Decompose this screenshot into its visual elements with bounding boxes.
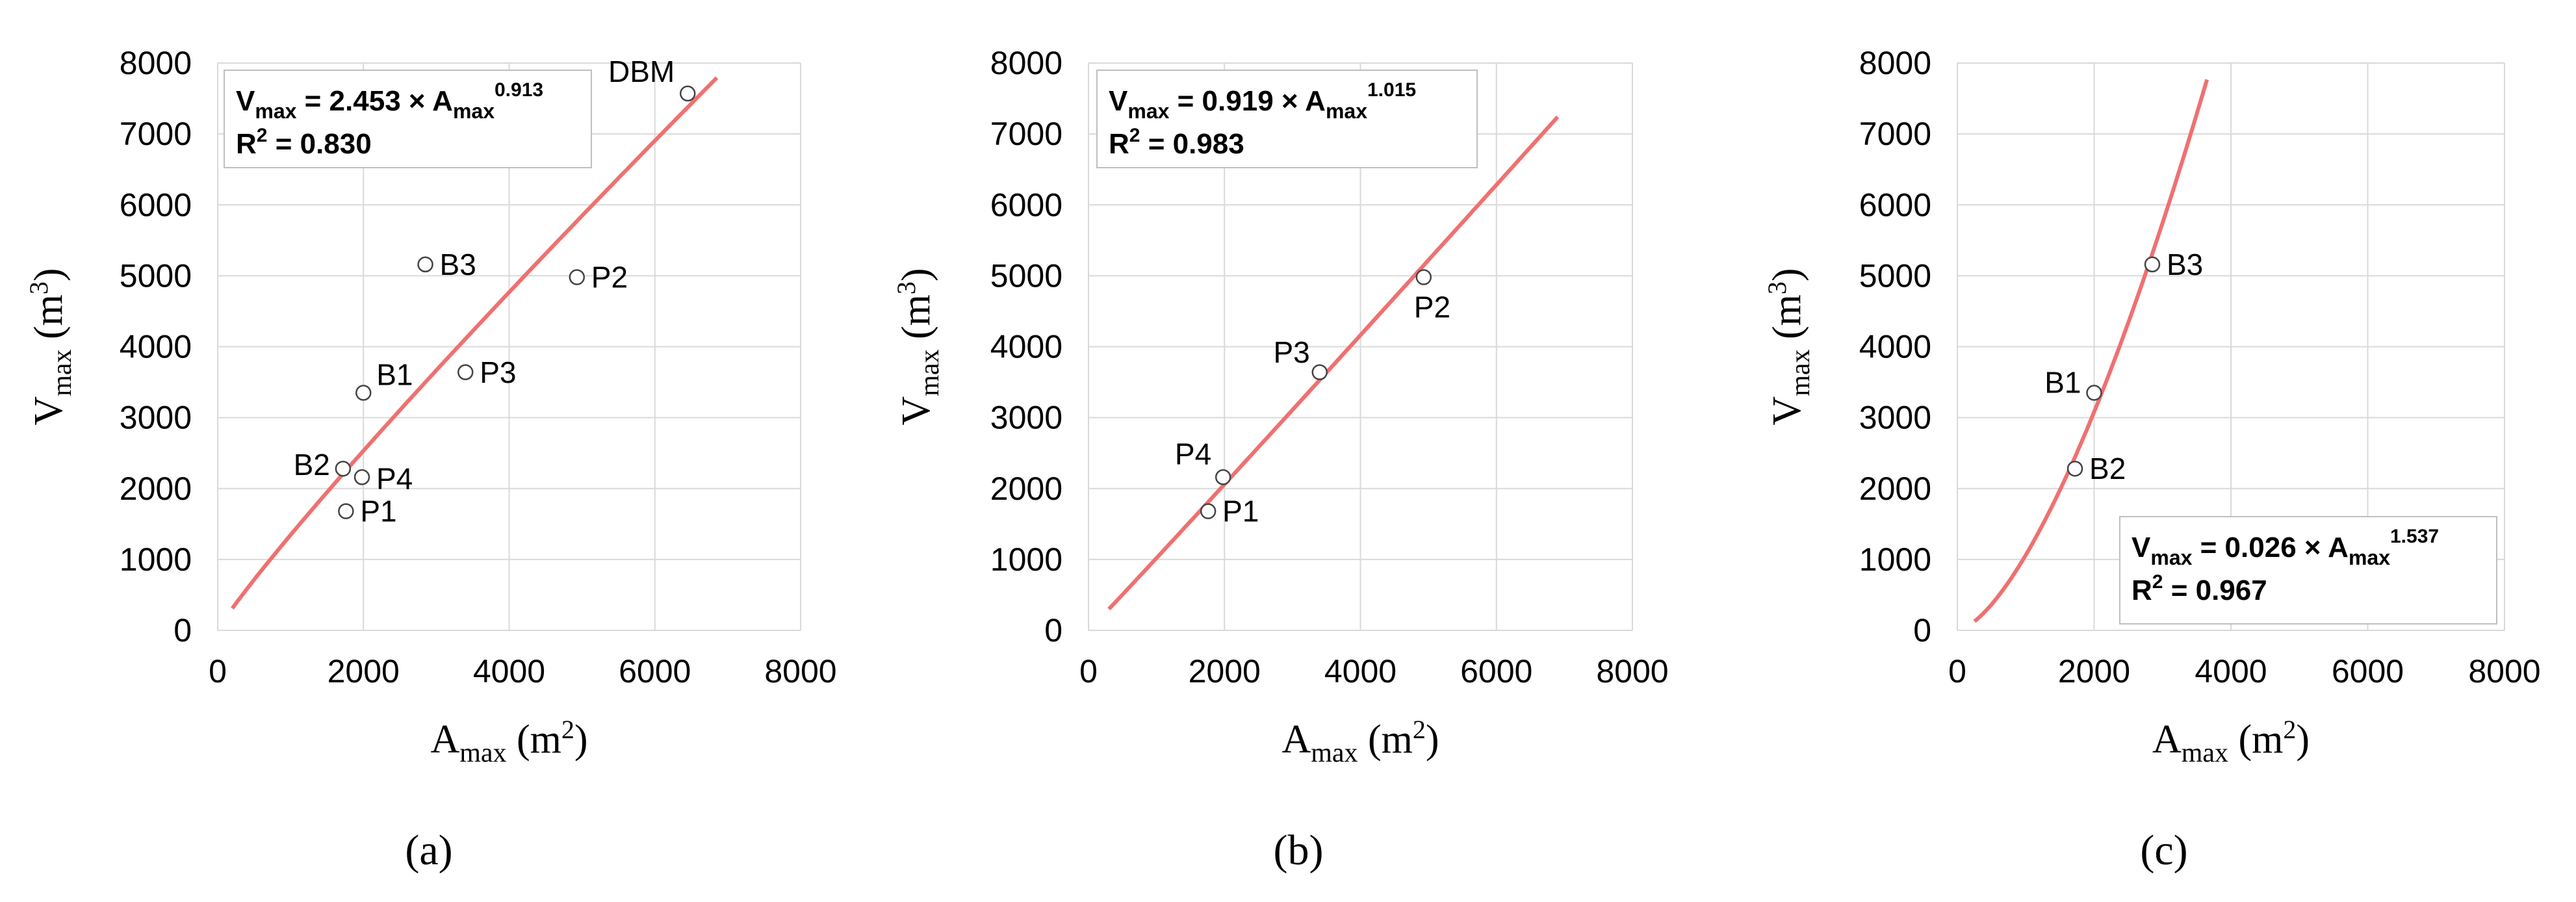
y-tick-label: 4000 — [990, 329, 1063, 365]
point-label-p2: P2 — [591, 261, 628, 294]
point-label-p4: P4 — [376, 461, 413, 495]
y-tick-label: 6000 — [1859, 187, 1931, 223]
data-point-dbm — [679, 85, 696, 102]
data-point-p4 — [354, 469, 370, 485]
data-point-p1 — [338, 503, 354, 519]
x-axis-title: Amax (m2) — [1282, 715, 1439, 768]
x-axis-title: Amax (m2) — [430, 715, 587, 768]
point-label-dbm: DBM — [608, 55, 675, 88]
point-label-p2: P2 — [1414, 290, 1450, 324]
chart-panel-2: 0 1000 2000 3000 4000 5000 6000 7000 8000 0 2000 40… — [892, 45, 1669, 874]
y-tick-label: 1000 — [120, 541, 192, 578]
y-tick-label: 6000 — [120, 187, 192, 223]
y-tick-label: 0 — [1913, 612, 1931, 649]
panel-label: (a) — [405, 827, 452, 874]
x-tick-label: 4000 — [2195, 653, 2267, 689]
point-label-b1: B1 — [2044, 365, 2081, 399]
data-point-b1 — [2086, 385, 2102, 401]
x-tick-label: 4000 — [1324, 653, 1397, 689]
y-axis-title: Vmax (m3) — [24, 268, 77, 425]
y-tick-label: 8000 — [120, 45, 192, 81]
y-tick-label: 5000 — [1859, 257, 1931, 294]
x-tick-label: 0 — [1948, 653, 1966, 689]
y-tick-label: 8000 — [990, 45, 1063, 81]
y-tick-label: 8000 — [1859, 45, 1931, 81]
point-label-b2: B2 — [2089, 452, 2126, 485]
y-tick-label: 0 — [174, 612, 192, 649]
fit-curve — [1107, 115, 1560, 611]
equation-box — [2119, 516, 2497, 625]
x-axis-title: Amax (m2) — [2152, 715, 2310, 768]
point-label-b3: B3 — [2167, 248, 2203, 281]
x-tick-label: 2000 — [1189, 653, 1261, 689]
x-tick-label: 6000 — [2332, 653, 2404, 689]
data-point-p2 — [569, 269, 586, 285]
panel-label: (c) — [2140, 827, 2187, 874]
x-tick-label: 2000 — [2058, 653, 2130, 689]
x-tick-label: 6000 — [619, 653, 691, 689]
x-tick-label: 8000 — [764, 653, 836, 689]
equation-box — [1096, 70, 1478, 168]
fit-equation: Vmax = 0.026 × Amax1.537 — [2132, 526, 2439, 569]
y-tick-label: 7000 — [990, 116, 1063, 152]
y-tick-label: 4000 — [1859, 329, 1931, 365]
fit-curve — [1973, 79, 2209, 623]
fit-equation: Vmax = 2.453 × Amax0.913 — [236, 79, 543, 123]
point-label-p1: P1 — [360, 495, 396, 528]
point-label-b3: B3 — [440, 248, 476, 281]
equation-box — [224, 70, 592, 168]
y-axis-title: Vmax (m3) — [892, 268, 945, 425]
x-tick-label: 6000 — [1460, 653, 1532, 689]
y-tick-label: 1000 — [990, 541, 1063, 578]
y-tick-label: 3000 — [990, 400, 1063, 436]
data-point-b2 — [2067, 460, 2083, 477]
x-tick-label: 0 — [209, 653, 227, 689]
y-tick-label: 2000 — [120, 470, 192, 507]
data-point-p2 — [1415, 269, 1432, 285]
point-label-p3: P3 — [480, 355, 516, 389]
y-tick-label: 7000 — [120, 116, 192, 152]
data-point-b2 — [335, 460, 352, 477]
y-tick-label: 0 — [1044, 612, 1063, 649]
y-tick-label: 2000 — [990, 470, 1063, 507]
y-tick-label: 5000 — [990, 257, 1063, 294]
y-tick-label: 1000 — [1859, 541, 1931, 578]
x-tick-label: 8000 — [2468, 653, 2540, 689]
data-point-p3 — [457, 364, 474, 381]
y-axis-title: Vmax (m3) — [1762, 268, 1816, 425]
panel-label: (b) — [1274, 827, 1324, 874]
fit-equation: Vmax = 0.919 × Amax1.015 — [1109, 79, 1416, 123]
y-tick-label: 4000 — [120, 329, 192, 365]
y-tick-label: 7000 — [1859, 116, 1931, 152]
data-point-b3 — [417, 256, 433, 273]
data-point-b1 — [355, 385, 372, 401]
data-point-p1 — [1200, 503, 1217, 519]
y-tick-label: 5000 — [120, 257, 192, 294]
point-label-p3: P3 — [1273, 335, 1309, 369]
r-squared: R2 = 0.967 — [2132, 571, 2267, 606]
y-tick-label: 3000 — [1859, 400, 1931, 436]
data-point-p3 — [1311, 364, 1328, 381]
point-label-b1: B1 — [376, 357, 413, 391]
y-tick-label: 6000 — [990, 187, 1063, 223]
fit-curve — [230, 76, 719, 610]
r-squared: R2 = 0.983 — [1109, 125, 1244, 160]
point-label-p1: P1 — [1222, 495, 1259, 528]
x-tick-label: 2000 — [328, 653, 400, 689]
point-label-p4: P4 — [1175, 437, 1211, 470]
chart-panel-1: 0 1000 2000 3000 4000 5000 6000 7000 8000 0 2000 40… — [24, 45, 837, 874]
y-tick-label: 2000 — [1859, 470, 1931, 507]
chart-panel-3: 0 1000 2000 3000 4000 5000 6000 7000 8000 0 2000 40… — [1762, 45, 2541, 874]
x-tick-label: 0 — [1079, 653, 1098, 689]
point-label-b2: B2 — [294, 448, 330, 482]
r-squared: R2 = 0.830 — [236, 125, 372, 160]
x-tick-label: 8000 — [1596, 653, 1668, 689]
data-point-p4 — [1215, 469, 1231, 485]
data-point-b3 — [2144, 256, 2161, 273]
x-tick-label: 4000 — [473, 653, 545, 689]
y-tick-label: 3000 — [120, 400, 192, 436]
